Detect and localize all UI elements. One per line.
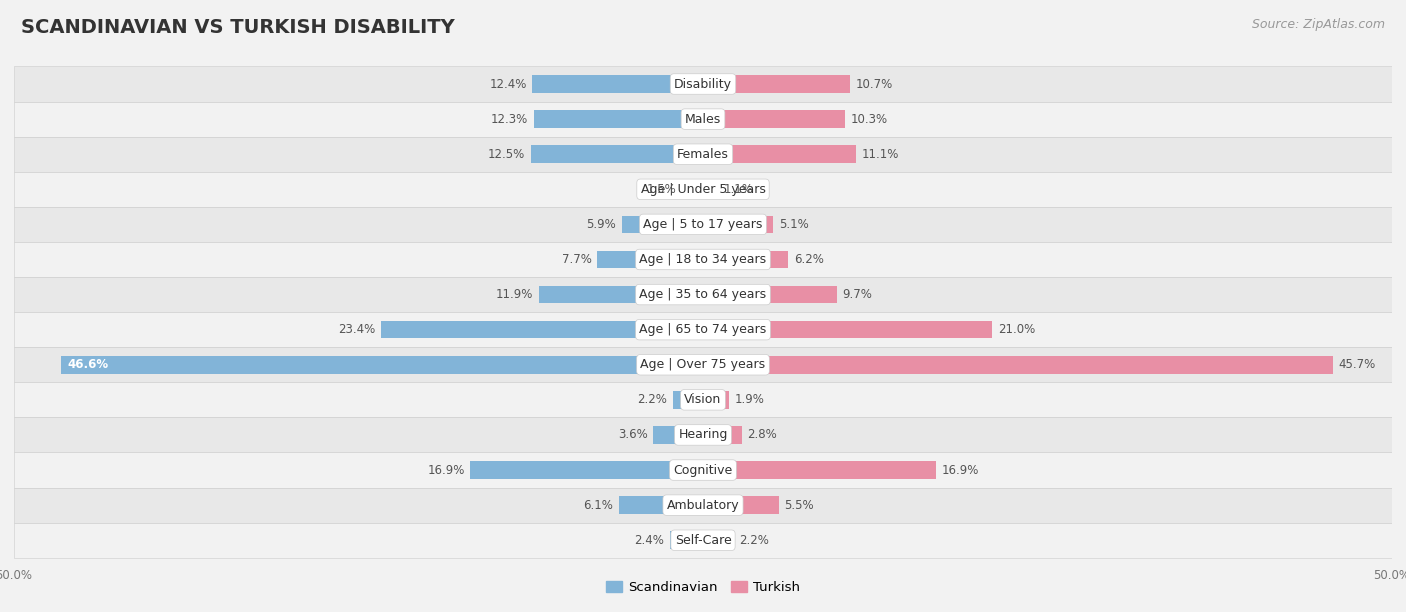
Bar <box>14 417 1392 452</box>
Text: 11.9%: 11.9% <box>496 288 533 301</box>
Bar <box>14 312 1392 347</box>
Text: Age | Under 5 years: Age | Under 5 years <box>641 183 765 196</box>
Bar <box>14 136 1392 172</box>
Text: Vision: Vision <box>685 394 721 406</box>
Bar <box>14 488 1392 523</box>
Bar <box>14 242 1392 277</box>
Bar <box>703 356 1333 373</box>
Bar <box>14 172 1392 207</box>
Text: 12.3%: 12.3% <box>491 113 529 125</box>
Bar <box>14 102 1392 136</box>
Text: 2.8%: 2.8% <box>747 428 778 441</box>
Bar <box>14 67 1392 102</box>
Text: Age | 65 to 74 years: Age | 65 to 74 years <box>640 323 766 336</box>
Bar <box>703 391 730 409</box>
Text: 45.7%: 45.7% <box>1339 358 1375 371</box>
Text: 10.7%: 10.7% <box>856 78 893 91</box>
Text: Age | Over 75 years: Age | Over 75 years <box>641 358 765 371</box>
Bar <box>703 286 837 304</box>
Bar <box>703 110 845 128</box>
Text: 16.9%: 16.9% <box>942 463 979 477</box>
Text: Ambulatory: Ambulatory <box>666 499 740 512</box>
Bar <box>619 496 703 514</box>
Text: Females: Females <box>678 147 728 161</box>
Bar <box>533 110 703 128</box>
Text: 11.1%: 11.1% <box>862 147 898 161</box>
Text: 23.4%: 23.4% <box>337 323 375 336</box>
Bar <box>703 426 741 444</box>
Text: 10.3%: 10.3% <box>851 113 887 125</box>
Text: 21.0%: 21.0% <box>998 323 1035 336</box>
Bar <box>682 181 703 198</box>
Bar <box>14 382 1392 417</box>
Legend: Scandinavian, Turkish: Scandinavian, Turkish <box>600 575 806 599</box>
Bar <box>703 146 856 163</box>
Text: 5.5%: 5.5% <box>785 499 814 512</box>
Bar <box>703 531 734 549</box>
Text: 6.1%: 6.1% <box>583 499 613 512</box>
Text: 1.5%: 1.5% <box>647 183 676 196</box>
Bar <box>531 75 703 93</box>
Text: 5.1%: 5.1% <box>779 218 808 231</box>
Bar <box>470 461 703 479</box>
Bar <box>669 531 703 549</box>
Text: Age | 35 to 64 years: Age | 35 to 64 years <box>640 288 766 301</box>
Bar <box>703 75 851 93</box>
Bar <box>538 286 703 304</box>
Bar <box>703 321 993 338</box>
Text: Age | 18 to 34 years: Age | 18 to 34 years <box>640 253 766 266</box>
Text: 3.6%: 3.6% <box>619 428 648 441</box>
Text: Males: Males <box>685 113 721 125</box>
Text: 5.9%: 5.9% <box>586 218 616 231</box>
Bar <box>14 207 1392 242</box>
Bar <box>703 496 779 514</box>
Bar <box>14 523 1392 558</box>
Bar <box>14 452 1392 488</box>
Bar <box>598 251 703 268</box>
Text: 46.6%: 46.6% <box>67 358 108 371</box>
Bar <box>654 426 703 444</box>
Text: Source: ZipAtlas.com: Source: ZipAtlas.com <box>1251 18 1385 31</box>
Text: SCANDINAVIAN VS TURKISH DISABILITY: SCANDINAVIAN VS TURKISH DISABILITY <box>21 18 454 37</box>
Text: Age | 5 to 17 years: Age | 5 to 17 years <box>644 218 762 231</box>
Bar <box>14 277 1392 312</box>
Bar <box>703 461 936 479</box>
Text: Cognitive: Cognitive <box>673 463 733 477</box>
Bar <box>703 251 789 268</box>
Text: 1.1%: 1.1% <box>724 183 754 196</box>
Text: Self-Care: Self-Care <box>675 534 731 547</box>
Text: 9.7%: 9.7% <box>842 288 872 301</box>
Text: 16.9%: 16.9% <box>427 463 464 477</box>
Bar <box>60 356 703 373</box>
Bar <box>703 215 773 233</box>
Text: 2.4%: 2.4% <box>634 534 665 547</box>
Text: Hearing: Hearing <box>678 428 728 441</box>
Text: 2.2%: 2.2% <box>738 534 769 547</box>
Text: 12.5%: 12.5% <box>488 147 526 161</box>
Bar <box>621 215 703 233</box>
Text: 12.4%: 12.4% <box>489 78 527 91</box>
Text: Disability: Disability <box>673 78 733 91</box>
Text: 2.2%: 2.2% <box>637 394 668 406</box>
Text: 7.7%: 7.7% <box>561 253 592 266</box>
Bar <box>14 347 1392 382</box>
Bar <box>672 391 703 409</box>
Text: 1.9%: 1.9% <box>735 394 765 406</box>
Bar <box>381 321 703 338</box>
Text: 6.2%: 6.2% <box>794 253 824 266</box>
Bar <box>531 146 703 163</box>
Bar <box>703 181 718 198</box>
